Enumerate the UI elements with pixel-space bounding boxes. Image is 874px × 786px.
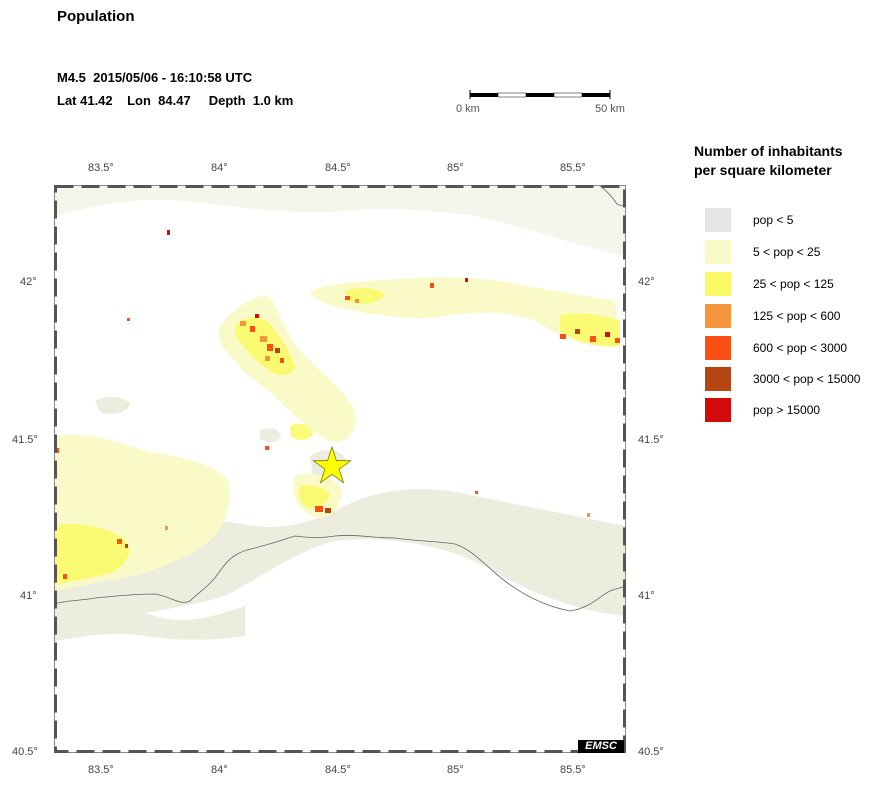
legend-swatch — [705, 398, 731, 422]
map-title: Population — [57, 8, 135, 25]
legend-swatch — [705, 208, 731, 232]
legend-item: 600 < pop < 3000 — [705, 336, 847, 360]
legend-swatch — [705, 272, 731, 296]
scale-bar — [469, 90, 611, 99]
lon-tick-bottom-4: 85° — [447, 764, 464, 776]
lon-tick-bottom-1: 83.5° — [88, 764, 114, 776]
border-line — [54, 535, 626, 612]
legend-label: 5 < pop < 25 — [753, 245, 821, 259]
legend-label: 125 < pop < 600 — [753, 309, 841, 323]
lon-tick-top-4: 85° — [447, 162, 464, 174]
epicenter-star-icon — [312, 445, 352, 484]
lat-tick-right-2: 41.5° — [638, 434, 664, 446]
lon-tick-bottom-3: 84.5° — [325, 764, 351, 776]
legend-swatch — [705, 304, 731, 328]
legend-item: 3000 < pop < 15000 — [705, 367, 860, 391]
lon-tick-top-5: 85.5° — [560, 162, 586, 174]
legend-swatch — [705, 336, 731, 360]
scale-label-end: 50 km — [595, 103, 625, 115]
legend-item: pop > 15000 — [705, 398, 820, 422]
lat-tick-left-1: 42° — [20, 276, 37, 288]
lon-tick-bottom-5: 85.5° — [560, 764, 586, 776]
legend-swatch — [705, 240, 731, 264]
legend-title-line2: per square kilometer — [694, 162, 832, 178]
legend-title: Number of inhabitants per square kilomet… — [694, 142, 843, 180]
legend-label: 3000 < pop < 15000 — [753, 372, 861, 386]
legend-item: 125 < pop < 600 — [705, 304, 840, 328]
legend-label: 25 < pop < 125 — [753, 277, 834, 291]
lat-tick-left-3: 41° — [20, 590, 37, 602]
lat-tick-left-4: 40.5° — [12, 746, 38, 758]
lat-tick-left-2: 41.5° — [12, 434, 38, 446]
lat-tick-right-4: 40.5° — [638, 746, 664, 758]
lon-tick-top-2: 84° — [211, 162, 228, 174]
dense-population-hotspots — [55, 230, 620, 579]
legend-label: pop > 15000 — [753, 403, 821, 417]
event-summary: M4.5 2015/05/06 - 16:10:58 UTC — [57, 70, 253, 85]
lat-tick-right-3: 41° — [638, 590, 655, 602]
legend-swatch — [705, 367, 731, 391]
lon-tick-top-1: 83.5° — [88, 162, 114, 174]
lon-tick-top-3: 84.5° — [325, 162, 351, 174]
legend-item: 5 < pop < 25 — [705, 240, 820, 264]
population-map[interactable] — [54, 185, 626, 753]
legend-title-line1: Number of inhabitants — [694, 143, 843, 159]
lon-tick-bottom-2: 84° — [211, 764, 228, 776]
map-canvas — [54, 185, 626, 641]
map-frame — [54, 185, 626, 753]
scale-label-start: 0 km — [456, 103, 480, 115]
legend-item: pop < 5 — [705, 208, 793, 232]
legend-item: 25 < pop < 125 — [705, 272, 834, 296]
legend-label: pop < 5 — [753, 213, 794, 227]
legend-label: 600 < pop < 3000 — [753, 341, 848, 355]
emsc-logo: EMSC — [578, 740, 624, 753]
lat-tick-right-1: 42° — [638, 276, 655, 288]
event-location: Lat 41.42 Lon 84.47 Depth 1.0 km — [57, 93, 294, 108]
